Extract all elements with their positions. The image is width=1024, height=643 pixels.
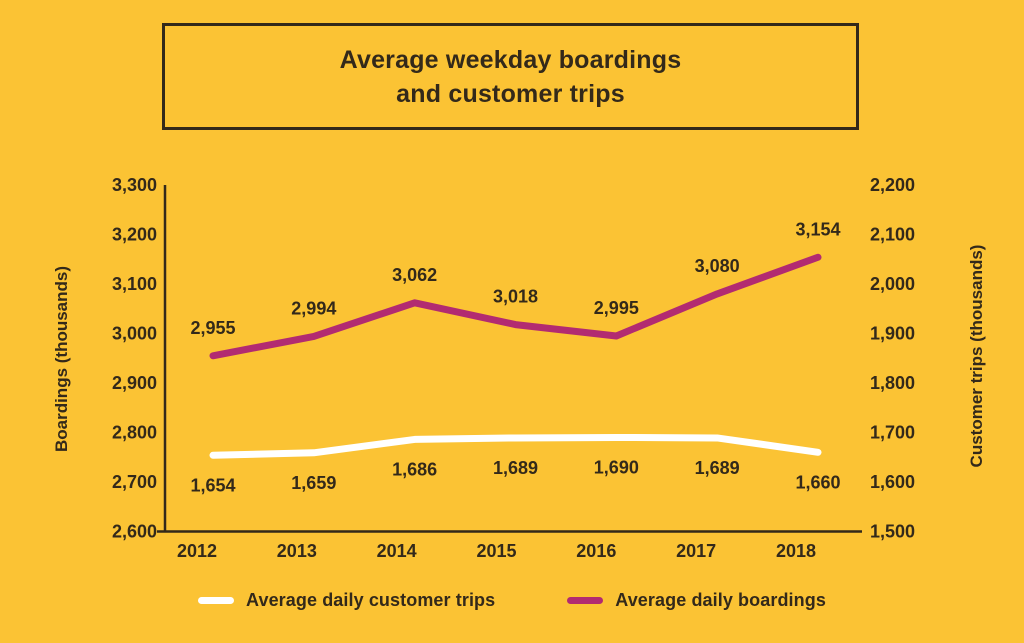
x-axis-tick-label: 2018 <box>776 541 816 561</box>
x-axis-tick-label: 2015 <box>476 541 516 561</box>
x-axis-tick-label: 2014 <box>377 541 417 561</box>
data-label-customer-trips: 1,686 <box>392 459 437 479</box>
y-axis-right-tick-label: 1,800 <box>870 373 915 393</box>
x-axis-tick-label: 2017 <box>676 541 716 561</box>
data-label-boardings: 2,995 <box>594 298 639 318</box>
data-label-boardings: 3,080 <box>695 256 740 276</box>
legend: Average daily customer trips Average dai… <box>0 590 1024 611</box>
legend-item-customer-trips: Average daily customer trips <box>198 590 495 611</box>
y-axis-right-tick-label: 1,600 <box>870 472 915 492</box>
y-axis-left-tick-label: 2,700 <box>112 472 157 492</box>
y-axis-left-tick-label: 2,900 <box>112 373 157 393</box>
data-label-boardings: 2,955 <box>190 318 235 338</box>
customer-trips-swatch-icon <box>198 597 235 604</box>
boardings-swatch-icon <box>567 597 604 604</box>
y-axis-right-tick-label: 1,700 <box>870 423 915 443</box>
legend-label-customer-trips: Average daily customer trips <box>246 590 496 610</box>
y-axis-right-tick-label: 1,900 <box>870 324 915 344</box>
data-label-boardings: 2,994 <box>291 298 336 318</box>
y-axis-left-tick-label: 3,100 <box>112 274 157 294</box>
legend-label-boardings: Average daily boardings <box>615 590 826 610</box>
x-axis-tick-label: 2016 <box>576 541 616 561</box>
data-label-customer-trips: 1,689 <box>493 458 538 478</box>
data-label-customer-trips: 1,689 <box>695 458 740 478</box>
boardings-line <box>209 253 822 360</box>
y-axis-right-tick-label: 2,100 <box>870 225 915 245</box>
x-axis-tick-label: 2012 <box>177 541 217 561</box>
y-axis-left-tick-label: 3,200 <box>112 225 157 245</box>
y-axis-left-tick-label: 2,800 <box>112 423 157 443</box>
y-axis-right-tick-label: 1,500 <box>870 522 915 542</box>
chart-title-box: Average weekday boardings and customer t… <box>162 23 859 130</box>
chart-title: Average weekday boardings and customer t… <box>339 45 682 108</box>
customer-trips-line <box>209 433 822 459</box>
y-axis-left-tick-label: 2,600 <box>112 522 157 542</box>
data-label-customer-trips: 1,690 <box>594 457 639 477</box>
y-axis-right-tick-label: 2,000 <box>870 274 915 294</box>
y-axis-left-tick-label: 3,000 <box>112 324 157 344</box>
legend-item-boardings: Average daily boardings <box>567 590 826 611</box>
data-label-customer-trips: 1,654 <box>190 475 235 495</box>
data-label-customer-trips: 1,660 <box>795 472 840 492</box>
data-label-boardings: 3,018 <box>493 287 538 307</box>
data-label-customer-trips: 1,659 <box>291 473 336 493</box>
data-label-boardings: 3,062 <box>392 265 437 285</box>
y-axis-right-tick-label: 2,200 <box>870 175 915 195</box>
y-axis-left-tick-label: 3,300 <box>112 175 157 195</box>
data-label-boardings: 3,154 <box>795 219 840 239</box>
x-axis-tick-label: 2013 <box>277 541 317 561</box>
